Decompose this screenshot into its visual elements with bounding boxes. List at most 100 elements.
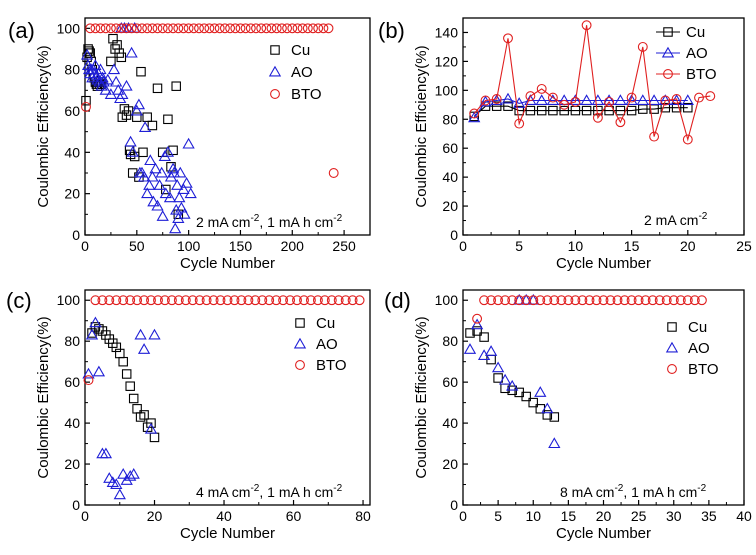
y-tick-label: 80 bbox=[442, 111, 458, 127]
data-point bbox=[152, 83, 163, 94]
data-point bbox=[143, 179, 156, 190]
x-tick-label: 0 bbox=[81, 238, 89, 254]
data-point bbox=[101, 73, 114, 85]
data-point bbox=[131, 23, 142, 34]
data-point bbox=[506, 379, 519, 391]
data-point bbox=[110, 478, 123, 489]
data-point bbox=[318, 23, 329, 34]
data-point bbox=[581, 20, 592, 31]
data-point bbox=[178, 207, 191, 219]
series-line bbox=[473, 105, 688, 117]
data-point bbox=[626, 295, 637, 306]
data-point bbox=[167, 166, 181, 178]
y-axis-title: Coulombic Efficiency(%) bbox=[35, 45, 52, 207]
data-point bbox=[149, 162, 162, 174]
data-point bbox=[480, 95, 491, 106]
data-point bbox=[173, 191, 186, 203]
x-tick-label: 5 bbox=[515, 238, 523, 254]
legend-label: Cu bbox=[688, 319, 707, 336]
data-point bbox=[285, 295, 296, 306]
data-point bbox=[637, 41, 648, 52]
data-point bbox=[514, 295, 525, 306]
data-point bbox=[548, 105, 558, 116]
data-point bbox=[120, 79, 133, 91]
data-point bbox=[153, 179, 166, 190]
data-point bbox=[230, 23, 241, 34]
y-tick-label: 60 bbox=[442, 374, 458, 390]
legend-label: BTO bbox=[686, 66, 717, 83]
data-point bbox=[299, 295, 309, 306]
data-point bbox=[118, 295, 129, 306]
data-point bbox=[615, 105, 626, 116]
data-point bbox=[169, 222, 182, 234]
data-point bbox=[261, 23, 272, 34]
annotation-text: , 1 mA h cm bbox=[623, 484, 697, 500]
data-point bbox=[147, 23, 158, 34]
data-point bbox=[328, 168, 339, 178]
data-point bbox=[240, 23, 251, 34]
data-point bbox=[647, 94, 661, 105]
data-point bbox=[696, 295, 707, 306]
condition-annotation: 8 mA cm-2, 1 mA h cm-2 bbox=[560, 483, 707, 500]
data-point bbox=[121, 369, 132, 379]
data-point bbox=[81, 101, 91, 112]
data-point bbox=[683, 102, 693, 113]
data-point bbox=[85, 23, 96, 34]
data-point bbox=[612, 295, 623, 306]
data-point bbox=[605, 295, 616, 306]
data-point bbox=[640, 295, 651, 306]
y-tick-label: 20 bbox=[442, 198, 458, 214]
data-point bbox=[493, 373, 503, 383]
x-axis-title: Cycle Number bbox=[180, 255, 275, 272]
data-point bbox=[243, 295, 254, 306]
data-point bbox=[305, 295, 316, 306]
y-tick-label: 100 bbox=[435, 292, 459, 308]
data-point bbox=[276, 23, 287, 34]
y-tick-label: 20 bbox=[64, 456, 80, 472]
data-point bbox=[126, 23, 137, 34]
data-point bbox=[308, 23, 318, 34]
legend-marker bbox=[663, 69, 673, 79]
data-point bbox=[116, 52, 127, 63]
data-point bbox=[548, 437, 561, 449]
x-tick-label: 250 bbox=[332, 238, 356, 254]
data-point bbox=[134, 328, 147, 340]
data-point bbox=[199, 23, 210, 34]
y-tick-label: 60 bbox=[64, 103, 80, 119]
data-point bbox=[157, 23, 168, 34]
data-point bbox=[97, 75, 110, 87]
data-point bbox=[180, 295, 191, 306]
x-axis-title: Cycle Number bbox=[556, 255, 651, 272]
y-tick-label: 0 bbox=[72, 497, 80, 513]
data-point bbox=[323, 23, 334, 34]
data-point bbox=[236, 295, 247, 306]
data-point bbox=[287, 23, 298, 34]
data-point bbox=[689, 295, 700, 306]
legend-label: Cu bbox=[316, 315, 335, 332]
data-point bbox=[125, 295, 136, 306]
data-point bbox=[103, 472, 116, 483]
series-line bbox=[473, 98, 688, 119]
data-point bbox=[694, 92, 704, 103]
data-point bbox=[491, 94, 502, 104]
data-point bbox=[148, 328, 161, 340]
data-point bbox=[138, 147, 148, 158]
data-point bbox=[493, 295, 504, 306]
data-point bbox=[486, 295, 497, 306]
data-point bbox=[166, 295, 177, 306]
data-point bbox=[204, 23, 215, 34]
data-point bbox=[159, 187, 172, 199]
data-point bbox=[178, 23, 189, 34]
data-point bbox=[479, 95, 492, 107]
data-point bbox=[162, 23, 173, 34]
data-point bbox=[219, 23, 230, 34]
annotation-superscript: -2 bbox=[333, 483, 342, 494]
y-axis-title: Coulombic Efficiency(%) bbox=[35, 316, 52, 478]
data-point bbox=[570, 96, 581, 107]
data-point bbox=[602, 94, 616, 105]
annotation-text: 8 mA cm bbox=[560, 484, 614, 500]
data-point bbox=[619, 295, 630, 306]
data-point bbox=[498, 373, 512, 385]
data-point bbox=[636, 94, 649, 105]
x-tick-label: 25 bbox=[736, 238, 752, 254]
